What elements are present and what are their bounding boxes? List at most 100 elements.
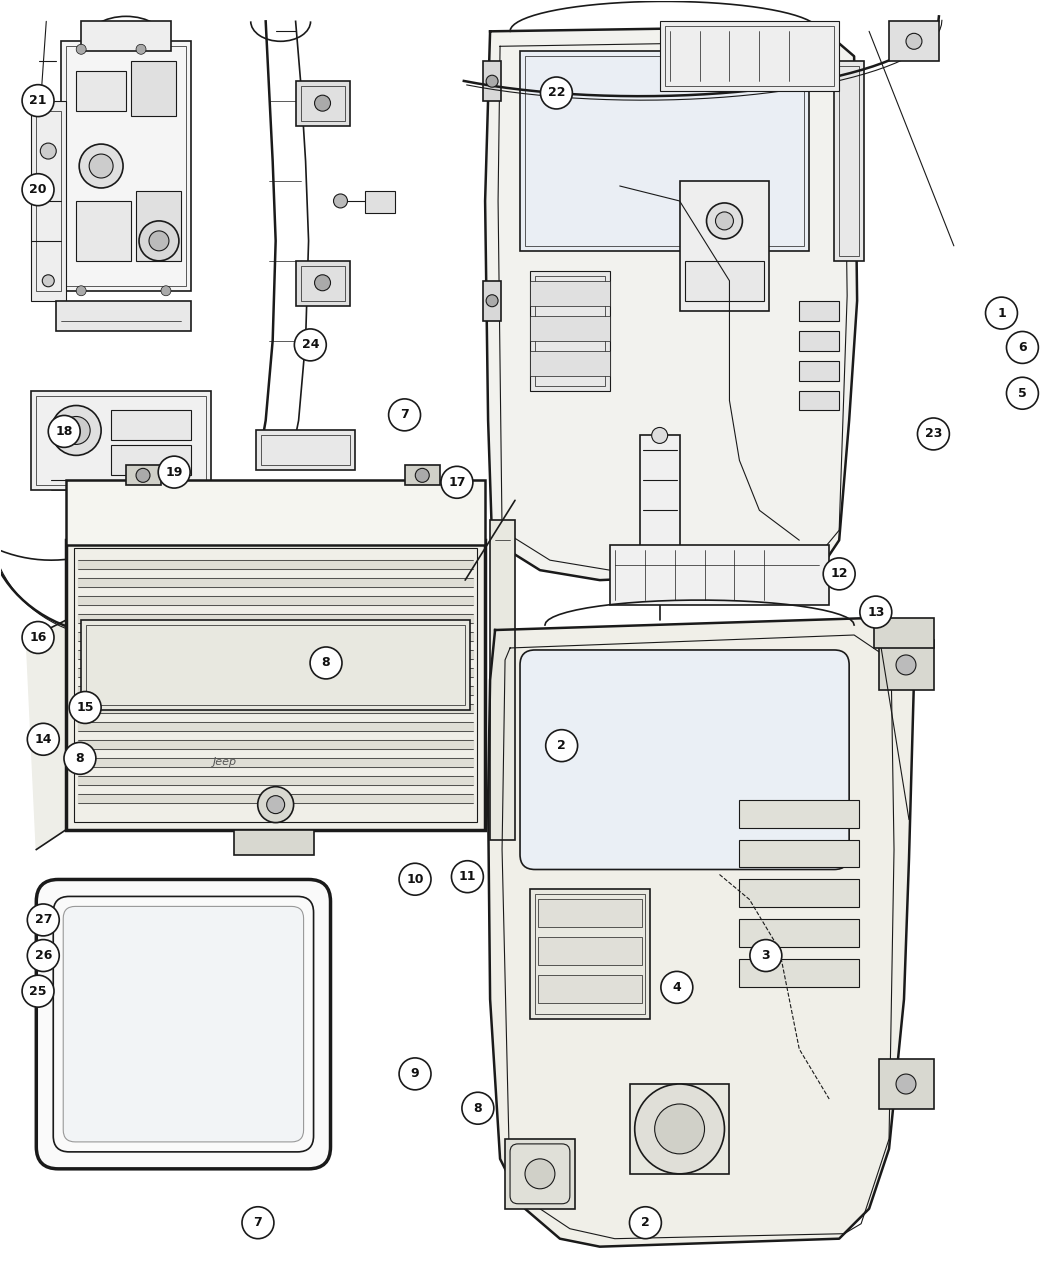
Bar bbox=[799, 330, 839, 351]
Bar bbox=[86, 625, 465, 705]
Bar bbox=[879, 1060, 933, 1109]
Bar bbox=[879, 640, 933, 690]
Bar bbox=[530, 351, 610, 376]
Text: 17: 17 bbox=[448, 476, 466, 488]
Circle shape bbox=[77, 45, 86, 55]
Circle shape bbox=[1007, 332, 1038, 363]
Bar bbox=[61, 41, 191, 291]
Bar bbox=[530, 270, 610, 390]
Bar bbox=[530, 316, 610, 340]
Text: 21: 21 bbox=[29, 94, 47, 107]
Bar bbox=[630, 1084, 730, 1174]
Bar bbox=[739, 959, 859, 987]
Bar bbox=[739, 839, 859, 867]
Bar bbox=[136, 191, 181, 261]
Text: 24: 24 bbox=[301, 338, 319, 352]
Bar bbox=[505, 1139, 574, 1209]
Bar bbox=[610, 546, 830, 606]
Circle shape bbox=[149, 231, 169, 251]
Circle shape bbox=[22, 173, 54, 205]
Circle shape bbox=[77, 286, 86, 296]
Bar bbox=[111, 411, 191, 440]
Circle shape bbox=[918, 418, 949, 450]
Bar bbox=[66, 541, 485, 830]
Text: 2: 2 bbox=[558, 740, 566, 752]
Text: 14: 14 bbox=[35, 733, 52, 746]
Circle shape bbox=[896, 1074, 916, 1094]
Circle shape bbox=[486, 75, 498, 87]
Circle shape bbox=[315, 275, 331, 291]
Bar bbox=[525, 56, 804, 246]
Text: 16: 16 bbox=[29, 631, 47, 644]
Text: 7: 7 bbox=[400, 408, 408, 421]
Text: 8: 8 bbox=[474, 1102, 482, 1114]
Text: 3: 3 bbox=[761, 949, 770, 963]
Bar bbox=[530, 280, 610, 306]
Bar bbox=[538, 975, 642, 1003]
Circle shape bbox=[27, 723, 59, 755]
Circle shape bbox=[161, 286, 171, 296]
Circle shape bbox=[896, 655, 916, 674]
Bar bbox=[665, 27, 834, 87]
Circle shape bbox=[541, 76, 572, 108]
Circle shape bbox=[823, 558, 855, 590]
Bar bbox=[66, 46, 186, 286]
Text: 20: 20 bbox=[29, 184, 47, 196]
Bar bbox=[534, 275, 605, 385]
FancyBboxPatch shape bbox=[63, 907, 303, 1142]
Text: 6: 6 bbox=[1018, 340, 1027, 354]
Bar bbox=[679, 181, 770, 311]
Circle shape bbox=[441, 467, 472, 499]
Circle shape bbox=[629, 1206, 662, 1239]
Circle shape bbox=[69, 691, 101, 723]
Text: 11: 11 bbox=[459, 870, 476, 884]
Circle shape bbox=[267, 796, 285, 813]
Bar bbox=[260, 436, 351, 465]
FancyBboxPatch shape bbox=[520, 650, 849, 870]
Bar bbox=[256, 431, 356, 470]
Bar bbox=[37, 395, 206, 486]
Circle shape bbox=[22, 621, 54, 654]
Circle shape bbox=[48, 416, 80, 448]
Bar bbox=[131, 61, 176, 116]
Bar bbox=[490, 520, 516, 839]
Circle shape bbox=[139, 221, 178, 261]
Bar bbox=[534, 895, 645, 1014]
Bar bbox=[37, 111, 61, 291]
Bar bbox=[296, 82, 351, 126]
Bar bbox=[77, 201, 131, 261]
Circle shape bbox=[707, 203, 742, 238]
Circle shape bbox=[62, 417, 90, 445]
Circle shape bbox=[257, 787, 294, 822]
Text: 22: 22 bbox=[548, 87, 565, 99]
Circle shape bbox=[452, 861, 483, 892]
Circle shape bbox=[27, 904, 59, 936]
Circle shape bbox=[416, 468, 429, 482]
Text: 13: 13 bbox=[867, 606, 884, 618]
FancyBboxPatch shape bbox=[37, 880, 331, 1169]
Circle shape bbox=[634, 1084, 724, 1174]
Circle shape bbox=[64, 742, 96, 774]
Text: 2: 2 bbox=[642, 1216, 650, 1229]
Bar bbox=[126, 465, 161, 486]
Circle shape bbox=[315, 96, 331, 111]
Text: 10: 10 bbox=[406, 872, 424, 886]
Circle shape bbox=[654, 1104, 705, 1154]
Circle shape bbox=[159, 456, 190, 488]
Bar bbox=[520, 51, 810, 251]
Bar bbox=[639, 436, 679, 565]
Bar bbox=[296, 261, 351, 306]
Text: 5: 5 bbox=[1018, 386, 1027, 400]
Bar bbox=[77, 71, 126, 111]
Circle shape bbox=[986, 297, 1017, 329]
Circle shape bbox=[652, 427, 668, 444]
Circle shape bbox=[860, 597, 891, 629]
Circle shape bbox=[462, 1093, 493, 1125]
Polygon shape bbox=[488, 618, 914, 1247]
Bar bbox=[75, 548, 477, 821]
Text: 7: 7 bbox=[254, 1216, 262, 1229]
Bar bbox=[111, 445, 191, 476]
Text: 19: 19 bbox=[166, 465, 183, 478]
Bar bbox=[538, 899, 642, 927]
Circle shape bbox=[40, 143, 57, 159]
